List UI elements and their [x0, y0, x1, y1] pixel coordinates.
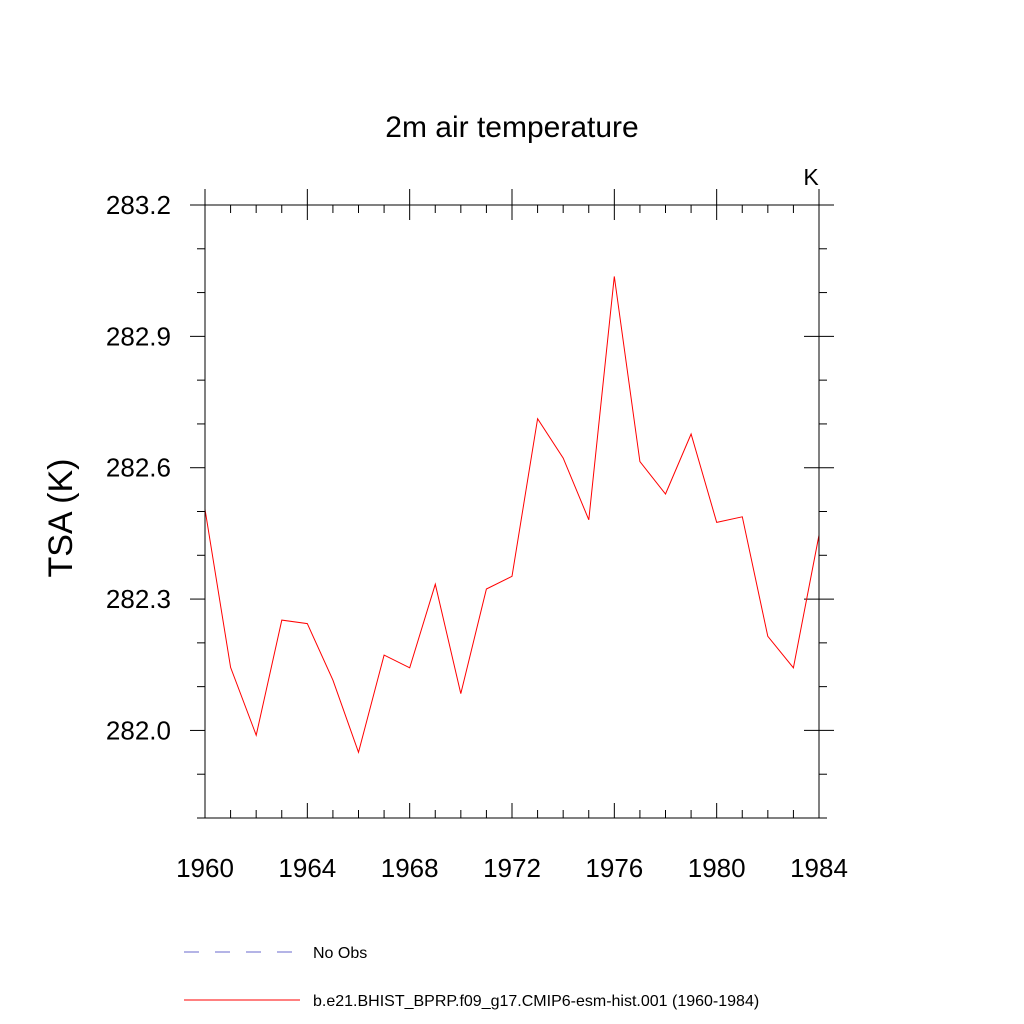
y-tick-label: 282.3 — [106, 584, 171, 614]
series-layer — [204, 276, 820, 754]
y-axis-title: TSA (K) — [42, 458, 80, 577]
y-tick-label: 282.6 — [106, 453, 171, 483]
x-tick-label: 1984 — [790, 853, 848, 883]
x-tick-label: 1960 — [176, 853, 234, 883]
chart-title: 2m air temperature — [385, 111, 638, 144]
x-tick-label: 1980 — [688, 853, 746, 883]
series-line-0 — [204, 276, 820, 754]
x-tick-label: 1976 — [585, 853, 643, 883]
y-tick-label: 282.0 — [106, 715, 171, 745]
y-tick-label: 282.9 — [106, 321, 171, 351]
major-ticks — [190, 189, 834, 818]
units-label: K — [803, 164, 819, 190]
x-tick-label: 1972 — [483, 853, 541, 883]
x-tick-labels: 1960 1964 1968 1972 1976 1980 1984 — [176, 853, 848, 883]
legend-label-no-obs: No Obs — [313, 945, 367, 962]
x-tick-label: 1968 — [381, 853, 439, 883]
y-tick-labels: 282.0 282.3 282.6 282.9 283.2 — [106, 190, 171, 745]
y-tick-label: 283.2 — [106, 190, 171, 220]
minor-ticks — [197, 205, 827, 819]
legend-label-model: b.e21.BHIST_BPRP.f09_g17.CMIP6-esm-hist.… — [313, 993, 759, 1010]
plot-frame — [204, 204, 820, 819]
x-tick-label: 1964 — [278, 853, 336, 883]
legend: No Obs b.e21.BHIST_BPRP.f09_g17.CMIP6-es… — [184, 945, 759, 1010]
